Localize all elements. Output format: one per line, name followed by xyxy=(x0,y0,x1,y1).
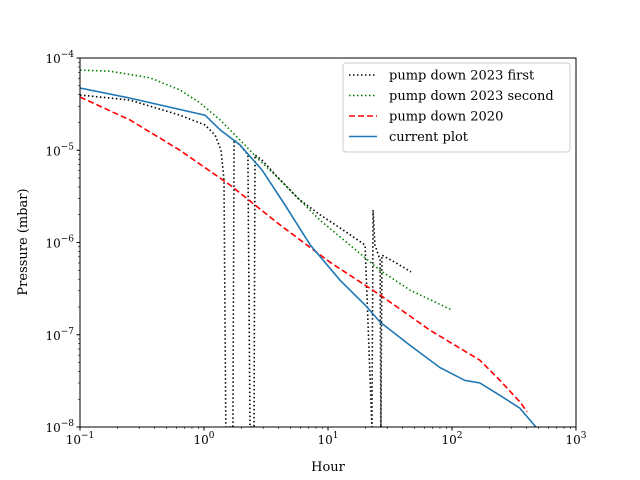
legend-box xyxy=(342,62,571,153)
y-tick-label: 10−6 xyxy=(45,235,74,251)
x-tick-label: 100 xyxy=(193,431,214,447)
series-line-2 xyxy=(80,96,528,413)
x-tick-label: 101 xyxy=(317,431,338,447)
series-line-1 xyxy=(80,69,453,311)
axis-ticks: 10−1 100 101 102 103 10−8 10−7 10−6 10−5 10−4 xyxy=(45,50,586,447)
legend-label-3: current plot xyxy=(389,130,469,145)
y-tick-label: 10−4 xyxy=(45,50,74,66)
legend: pump down 2023 first pump down 2023 secon… xyxy=(342,62,571,153)
x-tick-label: 103 xyxy=(565,431,586,447)
series-layer xyxy=(80,69,537,427)
y-tick-label: 10−8 xyxy=(45,419,74,435)
y-tick-label: 10−5 xyxy=(45,142,74,158)
legend-label-0: pump down 2023 first xyxy=(389,69,535,84)
x-tick-label: 10−1 xyxy=(66,431,95,447)
legend-label-2: pump down 2020 xyxy=(389,110,503,125)
x-tick-label: 102 xyxy=(441,431,462,447)
y-tick-label: 10−7 xyxy=(45,327,74,343)
y-axis-label: Pressure (mbar) xyxy=(16,188,31,295)
series-line-3 xyxy=(80,87,537,427)
x-axis-label: Hour xyxy=(311,460,346,475)
legend-label-1: pump down 2023 second xyxy=(389,89,554,104)
